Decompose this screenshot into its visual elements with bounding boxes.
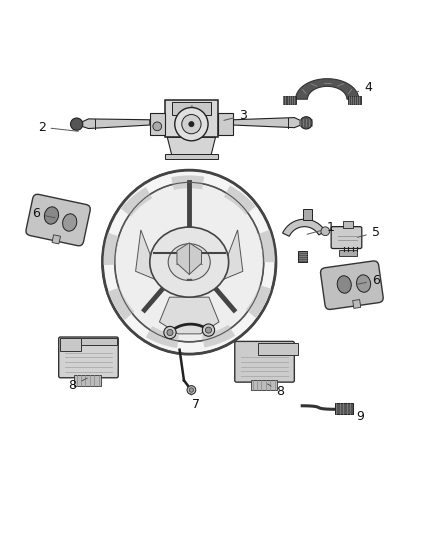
Ellipse shape: [150, 227, 229, 297]
Circle shape: [321, 227, 330, 236]
FancyBboxPatch shape: [235, 342, 294, 382]
Bar: [303, 208, 312, 220]
Ellipse shape: [102, 170, 276, 354]
Bar: [60, 338, 81, 351]
Polygon shape: [283, 219, 325, 236]
Bar: [339, 250, 357, 256]
Bar: [172, 102, 211, 115]
Bar: [150, 113, 165, 135]
Text: 8: 8: [268, 384, 284, 398]
Ellipse shape: [44, 207, 59, 224]
Ellipse shape: [63, 214, 77, 231]
Wedge shape: [121, 187, 152, 216]
Circle shape: [205, 327, 212, 333]
Text: i: i: [191, 105, 192, 111]
Ellipse shape: [71, 118, 83, 130]
Bar: [258, 343, 298, 355]
Text: 6: 6: [32, 207, 55, 221]
Text: 5: 5: [357, 226, 380, 239]
Circle shape: [182, 115, 201, 134]
Wedge shape: [146, 326, 179, 348]
Bar: [298, 251, 307, 262]
Circle shape: [189, 388, 194, 392]
Ellipse shape: [300, 117, 312, 129]
Circle shape: [187, 386, 196, 394]
Circle shape: [153, 122, 162, 131]
Text: 8: 8: [68, 378, 87, 392]
Polygon shape: [296, 79, 359, 99]
Bar: [81, 338, 117, 345]
Bar: [283, 96, 296, 104]
Text: 4: 4: [350, 82, 372, 95]
Circle shape: [175, 108, 208, 141]
Circle shape: [202, 324, 215, 336]
Circle shape: [164, 326, 176, 338]
Text: 6: 6: [357, 274, 380, 287]
Polygon shape: [233, 118, 301, 128]
Bar: [52, 235, 60, 244]
Polygon shape: [223, 230, 243, 280]
FancyBboxPatch shape: [321, 261, 383, 310]
Text: 9: 9: [349, 410, 364, 423]
Wedge shape: [224, 185, 256, 215]
Ellipse shape: [357, 275, 371, 292]
Bar: [348, 96, 361, 104]
Bar: [251, 379, 277, 390]
Text: 2: 2: [38, 120, 78, 134]
Text: 7: 7: [191, 393, 200, 411]
Wedge shape: [246, 285, 272, 318]
Polygon shape: [82, 119, 150, 128]
Bar: [353, 300, 361, 309]
Bar: [218, 113, 233, 135]
Ellipse shape: [115, 182, 264, 342]
Ellipse shape: [337, 276, 351, 293]
Polygon shape: [159, 297, 219, 334]
Polygon shape: [167, 138, 215, 155]
Bar: [335, 403, 353, 414]
FancyBboxPatch shape: [165, 100, 218, 138]
Text: 3: 3: [224, 109, 247, 122]
Bar: [74, 375, 101, 386]
Text: 1: 1: [307, 221, 335, 235]
FancyBboxPatch shape: [331, 227, 362, 248]
Circle shape: [189, 122, 194, 127]
FancyBboxPatch shape: [59, 337, 118, 378]
Circle shape: [167, 329, 173, 336]
Wedge shape: [171, 175, 204, 190]
Wedge shape: [102, 232, 120, 265]
Wedge shape: [258, 230, 276, 262]
Ellipse shape: [168, 244, 210, 280]
Bar: [165, 154, 218, 159]
Wedge shape: [202, 325, 235, 348]
Wedge shape: [108, 287, 134, 320]
Bar: [343, 221, 353, 229]
FancyBboxPatch shape: [26, 194, 90, 246]
Polygon shape: [136, 230, 156, 280]
Polygon shape: [177, 243, 201, 274]
